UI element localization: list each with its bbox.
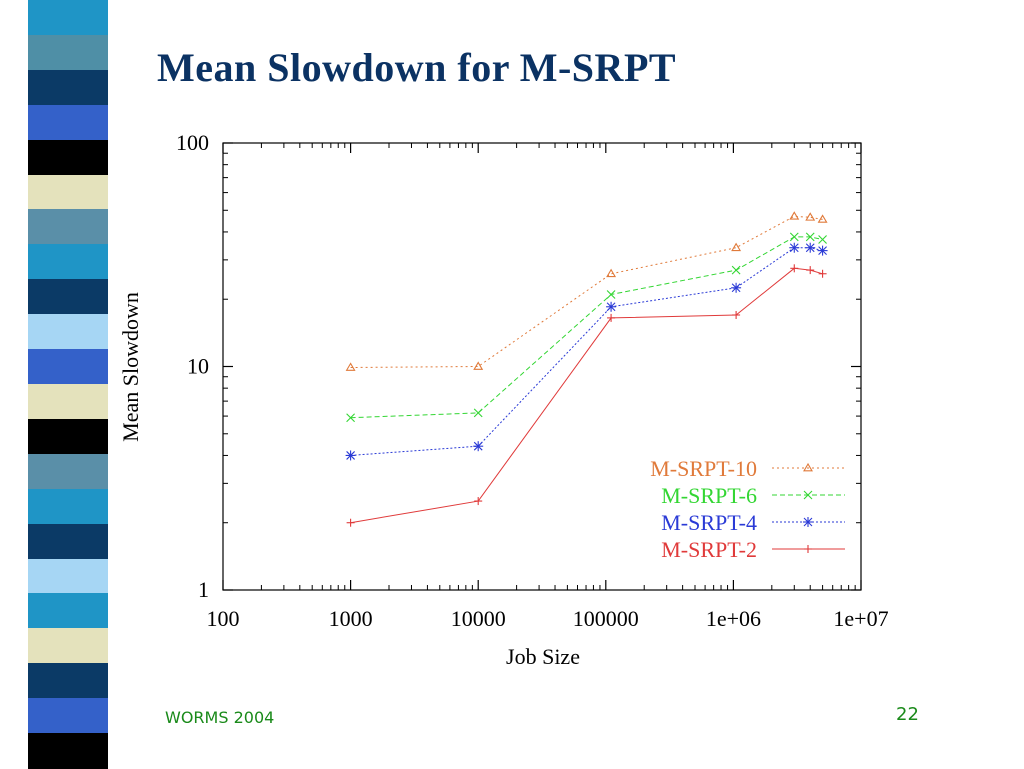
data-point: [817, 245, 828, 256]
x-axis-label: Job Size: [506, 644, 580, 669]
data-point: [731, 265, 741, 275]
triangle-marker: [473, 361, 484, 370]
strip-band: [28, 349, 108, 385]
data-point: [345, 450, 356, 461]
strip-band: [28, 384, 108, 420]
strip-band: [28, 34, 108, 71]
slowdown-chart: 100 1000 10000 100000 1e+06 1e+07 1 10 100 M-SRP…: [118, 130, 889, 669]
y-axis-label: Mean Slowdown: [118, 292, 143, 442]
slide-title: Mean Slowdown for M-SRPT: [157, 45, 677, 90]
data-point: [473, 408, 483, 418]
strip-band: [28, 488, 108, 525]
x-tick-label: 1e+07: [833, 606, 888, 631]
footer-conference: WORMS 2004: [165, 708, 275, 727]
data-point: [346, 518, 355, 527]
triangle-marker: [606, 268, 617, 278]
series-line: [350, 215, 823, 368]
strip-band: [28, 139, 108, 176]
strip-band: [28, 453, 108, 490]
decorative-strip: [28, 0, 108, 769]
strip-band: [28, 0, 108, 36]
strip-band: [28, 314, 108, 351]
strip-band: [28, 628, 108, 665]
legend-label: M-SRPT-6: [661, 483, 757, 508]
x-marker-stroke: [805, 232, 815, 242]
data-point: [789, 232, 799, 242]
data-point: [818, 235, 827, 244]
strip-band: [28, 593, 108, 630]
strip-band: [28, 663, 108, 700]
x-tick-label: 100: [207, 606, 240, 631]
strip-band: [28, 733, 108, 769]
data-point: [606, 268, 617, 278]
data-point: [473, 441, 484, 452]
data-point: [818, 269, 827, 278]
data-point: [732, 310, 741, 319]
data-point: [731, 242, 742, 252]
strip-band: [28, 558, 108, 595]
triangle-marker: [789, 211, 800, 220]
series-m-srpt-6: [346, 232, 827, 423]
data-point: [607, 313, 616, 322]
triangle-marker: [805, 212, 816, 221]
series-m-srpt-4: [345, 242, 828, 461]
data-point: [731, 282, 742, 293]
data-point: [805, 232, 815, 242]
x-tick-label: 10000: [451, 606, 506, 631]
y-tick-label: 1: [198, 577, 209, 602]
x-tick-label: 1000: [329, 606, 373, 631]
strip-band: [28, 209, 108, 246]
data-point: [345, 362, 356, 371]
strip-band: [28, 279, 108, 316]
legend-label: M-SRPT-10: [650, 456, 757, 481]
strip-band: [28, 698, 108, 735]
strip-band: [28, 418, 108, 455]
data-point: [789, 211, 800, 220]
x-tick-label: 100000: [573, 606, 639, 631]
data-point: [805, 212, 816, 221]
strip-band: [28, 104, 108, 141]
x-tick-label: 1e+06: [706, 606, 761, 631]
slide-number: 22: [896, 704, 919, 725]
triangle-marker: [731, 242, 742, 252]
data-point: [473, 361, 484, 370]
plot-frame: [222, 142, 862, 591]
data-point: [803, 490, 813, 500]
strip-band: [28, 244, 108, 281]
y-tick-label: 100: [176, 130, 209, 155]
triangle-marker: [345, 362, 356, 371]
x-marker-stroke: [803, 490, 813, 500]
data-point: [806, 266, 815, 275]
x-marker-stroke: [818, 235, 827, 244]
data-point: [804, 545, 812, 553]
legend-label: M-SRPT-4: [661, 510, 757, 535]
strip-band: [28, 523, 108, 560]
data-point: [803, 517, 813, 527]
x-marker-stroke: [473, 408, 483, 418]
x-marker-stroke: [789, 232, 799, 242]
triangle-marker: [803, 462, 813, 472]
data-point: [789, 242, 800, 253]
strip-band: [28, 69, 108, 106]
series-line: [350, 236, 823, 419]
triangle-marker: [817, 214, 828, 223]
data-point: [474, 497, 483, 506]
data-point: [346, 413, 355, 423]
data-point: [790, 264, 799, 273]
x-marker-stroke: [731, 265, 741, 275]
y-tick-label: 10: [187, 354, 209, 379]
data-point: [606, 290, 616, 299]
data-point: [805, 242, 816, 253]
legend-label: M-SRPT-2: [661, 537, 757, 562]
data-point: [803, 462, 813, 472]
data-point: [606, 301, 617, 312]
data-point: [817, 214, 828, 223]
x-marker-stroke: [346, 413, 355, 423]
x-marker-stroke: [606, 290, 616, 299]
series-m-srpt-10: [345, 211, 828, 371]
strip-band: [28, 174, 108, 211]
series-m-srpt-2: [346, 264, 827, 527]
